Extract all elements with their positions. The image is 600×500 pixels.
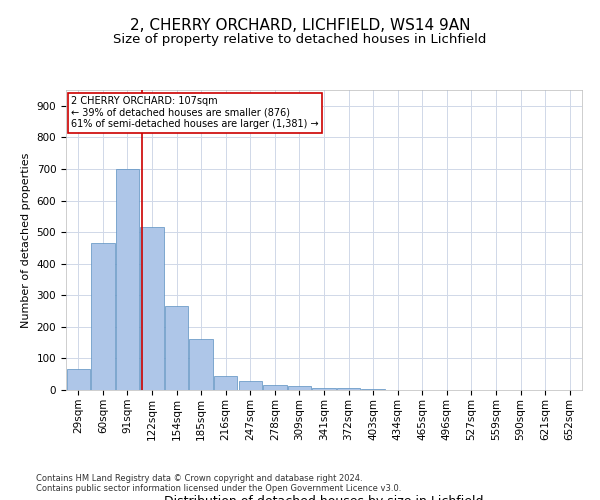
Bar <box>116 169 139 390</box>
Y-axis label: Number of detached properties: Number of detached properties <box>21 152 31 328</box>
Text: Size of property relative to detached houses in Lichfield: Size of property relative to detached ho… <box>113 32 487 46</box>
X-axis label: Distribution of detached houses by size in Lichfield: Distribution of detached houses by size … <box>164 496 484 500</box>
Bar <box>67 370 90 390</box>
Bar <box>288 386 311 390</box>
Text: Contains HM Land Registry data © Crown copyright and database right 2024.: Contains HM Land Registry data © Crown c… <box>36 474 362 483</box>
Bar <box>190 340 213 390</box>
Text: 2, CHERRY ORCHARD, LICHFIELD, WS14 9AN: 2, CHERRY ORCHARD, LICHFIELD, WS14 9AN <box>130 18 470 32</box>
Bar <box>239 380 262 390</box>
Bar <box>263 384 287 390</box>
Bar <box>313 388 335 390</box>
Bar <box>337 388 360 390</box>
Bar <box>165 306 188 390</box>
Bar <box>214 376 238 390</box>
Bar <box>140 228 164 390</box>
Text: 2 CHERRY ORCHARD: 107sqm
← 39% of detached houses are smaller (876)
61% of semi-: 2 CHERRY ORCHARD: 107sqm ← 39% of detach… <box>71 96 319 129</box>
Text: Contains public sector information licensed under the Open Government Licence v3: Contains public sector information licen… <box>36 484 401 493</box>
Bar <box>91 243 115 390</box>
